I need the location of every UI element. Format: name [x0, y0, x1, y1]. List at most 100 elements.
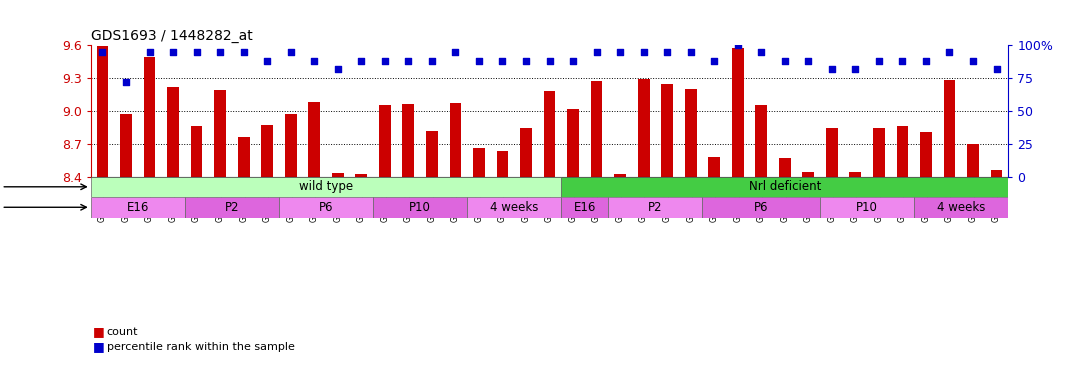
Text: P10: P10 — [409, 201, 431, 214]
Point — [424, 58, 441, 64]
Bar — [144, 57, 156, 177]
Text: 4 weeks: 4 weeks — [490, 201, 539, 214]
Bar — [543, 91, 556, 177]
Point — [847, 66, 864, 72]
Bar — [168, 87, 179, 177]
Point — [305, 58, 322, 64]
Bar — [685, 89, 697, 177]
Bar — [702, 197, 821, 217]
Point — [94, 49, 111, 55]
Point — [894, 58, 911, 64]
Text: percentile rank within the sample: percentile rank within the sample — [107, 342, 294, 352]
Bar — [285, 114, 297, 177]
Bar — [990, 170, 1002, 177]
Point — [800, 58, 817, 64]
Point — [824, 66, 841, 72]
Bar — [732, 48, 744, 177]
Point — [117, 79, 134, 85]
Bar — [91, 177, 561, 197]
Text: P6: P6 — [754, 201, 768, 214]
Point — [330, 66, 347, 72]
Point — [353, 58, 370, 64]
Point — [282, 49, 299, 55]
Bar — [849, 172, 861, 177]
Bar — [185, 197, 278, 217]
Bar — [802, 172, 814, 177]
Bar — [638, 79, 650, 177]
Text: E16: E16 — [127, 201, 149, 214]
Bar — [278, 197, 373, 217]
Point — [141, 49, 158, 55]
Bar — [914, 197, 1008, 217]
Bar — [308, 102, 320, 177]
Point — [211, 49, 228, 55]
Bar — [97, 46, 109, 177]
Text: ■: ■ — [93, 340, 105, 353]
Text: P10: P10 — [856, 201, 878, 214]
Bar — [779, 158, 791, 177]
Bar — [238, 137, 250, 177]
Bar — [91, 197, 185, 217]
Bar — [520, 128, 531, 177]
Point — [682, 49, 699, 55]
Bar — [708, 157, 720, 177]
Point — [871, 58, 888, 64]
Point — [447, 49, 464, 55]
Point — [235, 49, 252, 55]
Point — [564, 58, 582, 64]
Text: P6: P6 — [319, 201, 333, 214]
Bar — [873, 128, 885, 177]
Bar — [755, 105, 767, 177]
Point — [965, 58, 982, 64]
Bar — [332, 173, 344, 177]
Point — [541, 58, 558, 64]
Text: 4 weeks: 4 weeks — [937, 201, 986, 214]
Bar — [214, 90, 226, 177]
Point — [377, 58, 394, 64]
Text: P2: P2 — [648, 201, 663, 214]
Bar — [608, 197, 702, 217]
Text: P2: P2 — [225, 201, 239, 214]
Bar — [426, 130, 437, 177]
Point — [918, 58, 935, 64]
Bar — [379, 105, 391, 177]
Point — [517, 58, 535, 64]
Point — [494, 58, 511, 64]
Text: GDS1693 / 1448282_at: GDS1693 / 1448282_at — [91, 28, 253, 43]
Bar — [402, 104, 414, 177]
Point — [611, 49, 628, 55]
Bar — [121, 114, 132, 177]
Text: E16: E16 — [574, 201, 596, 214]
Point — [400, 58, 417, 64]
Bar — [373, 197, 467, 217]
Point — [729, 42, 746, 48]
Bar — [591, 81, 603, 177]
Bar — [615, 174, 626, 177]
Bar — [896, 126, 908, 177]
Bar — [821, 197, 914, 217]
Text: Nrl deficient: Nrl deficient — [749, 180, 821, 193]
Point — [988, 66, 1005, 72]
Point — [705, 58, 722, 64]
Bar — [662, 84, 673, 177]
Text: count: count — [107, 327, 139, 337]
Bar — [568, 109, 579, 177]
Point — [658, 49, 675, 55]
Point — [588, 49, 605, 55]
Point — [258, 58, 275, 64]
Bar — [920, 132, 931, 177]
Bar — [191, 126, 203, 177]
Point — [471, 58, 488, 64]
Bar — [261, 125, 273, 177]
Bar — [561, 177, 1008, 197]
Point — [777, 58, 794, 64]
Bar — [467, 197, 561, 217]
Bar — [967, 144, 978, 177]
Bar — [943, 80, 955, 177]
Bar — [449, 103, 461, 177]
Text: ■: ■ — [93, 326, 105, 338]
Text: wild type: wild type — [299, 180, 353, 193]
Point — [635, 49, 652, 55]
Point — [164, 49, 181, 55]
Bar — [826, 128, 838, 177]
